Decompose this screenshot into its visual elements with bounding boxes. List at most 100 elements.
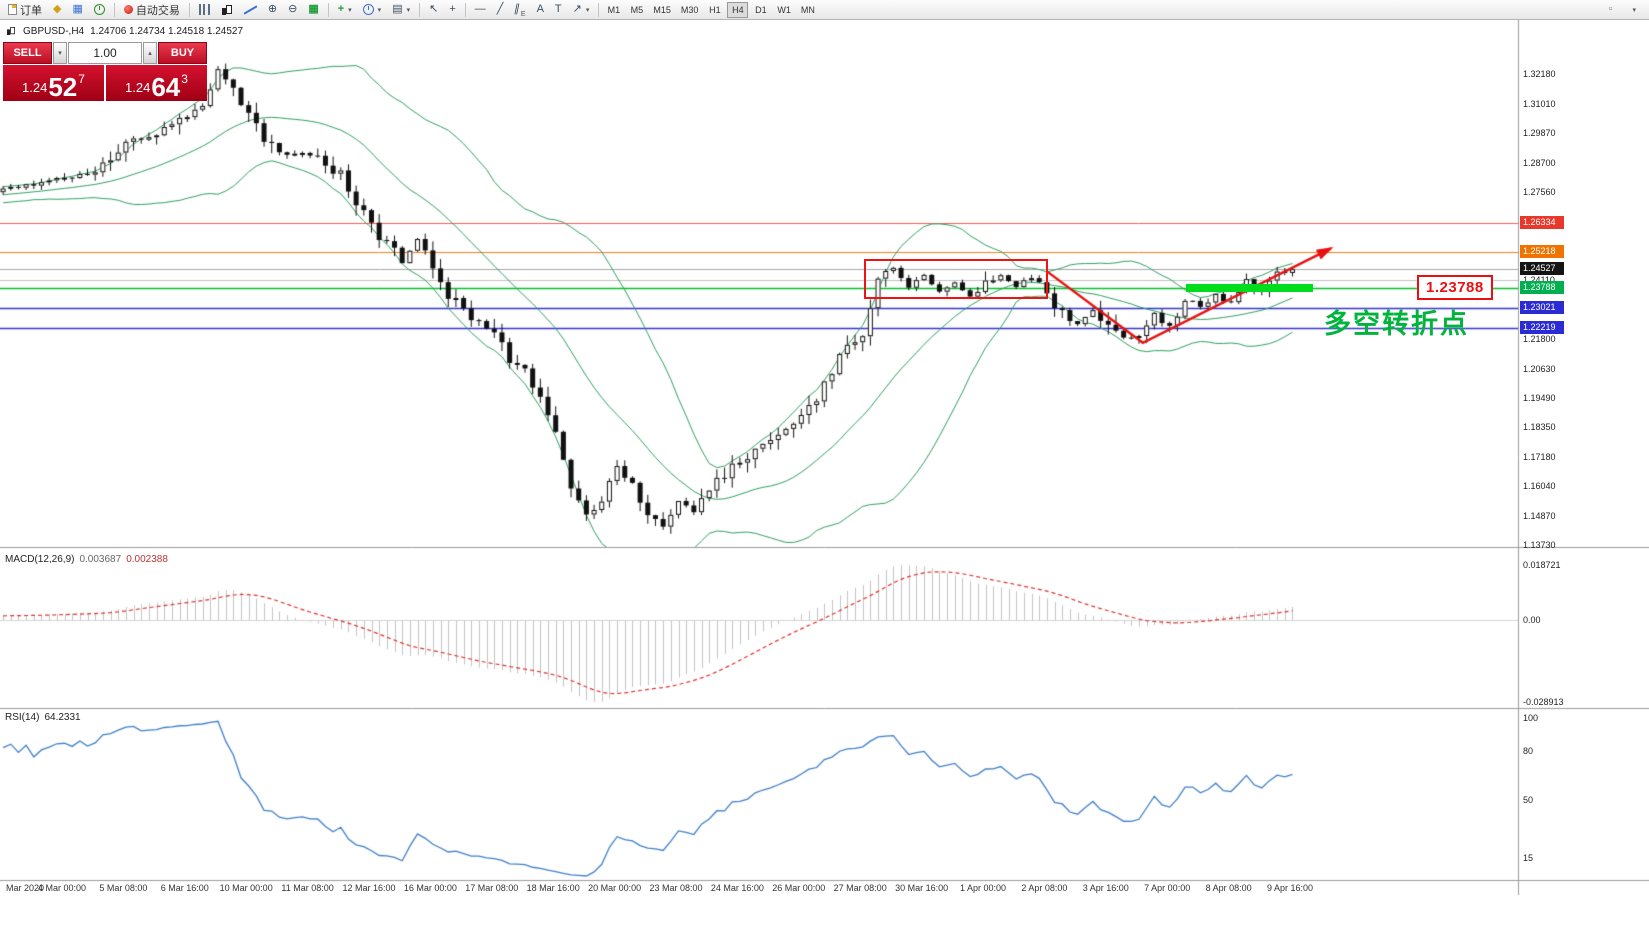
candlestick-chart-button[interactable] xyxy=(216,1,238,19)
chevron-down-icon: ▾ xyxy=(406,6,411,14)
template-dropdown[interactable]: ▤ ▾ xyxy=(387,1,415,19)
timeframe-h1[interactable]: H1 xyxy=(704,2,725,18)
timeframe-w1[interactable]: W1 xyxy=(773,2,795,18)
cursor-button[interactable]: ↖ xyxy=(424,1,443,19)
price-tick: 1.32180 xyxy=(1523,69,1556,79)
price-badge: 1.25218 xyxy=(1520,244,1564,258)
chevron-down-icon: ▾ xyxy=(585,6,590,14)
text-label-icon: T xyxy=(554,3,562,15)
text-label-button[interactable]: T xyxy=(550,1,567,19)
horizontal-line-button[interactable]: — xyxy=(470,1,491,19)
tile-windows-icon: ▦ xyxy=(308,3,319,15)
candlestick-icon xyxy=(221,4,233,16)
time-label: 24 Mar 16:00 xyxy=(710,883,764,893)
period-dropdown[interactable]: ▾ xyxy=(358,1,387,19)
macd-tick: 0.018721 xyxy=(1523,560,1561,570)
channel-button[interactable]: ∥ E xyxy=(509,1,530,19)
caret-up-icon: ▴ xyxy=(148,50,152,57)
time-label: 20 Mar 00:00 xyxy=(588,883,642,893)
buy-button[interactable]: BUY xyxy=(158,42,207,64)
sell-button[interactable]: SELL xyxy=(3,42,52,64)
new-order-button[interactable]: 订单 xyxy=(3,1,47,19)
time-label: 12 Mar 16:00 xyxy=(342,883,396,893)
chart-canvas[interactable] xyxy=(0,20,1649,895)
text-button[interactable]: A xyxy=(532,1,549,19)
dock-icon: ▫ xyxy=(1608,3,1613,15)
rsi-label: RSI(14) 64.2331 xyxy=(5,712,81,723)
data-window-button[interactable]: ▦ xyxy=(67,1,87,19)
timeframe-mn[interactable]: MN xyxy=(797,2,819,18)
zoom-out-button[interactable]: ⊖ xyxy=(283,1,302,19)
data-window-icon: ▦ xyxy=(72,3,83,15)
chart-title: GBPUSD-,H4 1.24706 1.24734 1.24518 1.245… xyxy=(5,25,243,37)
time-label: 30 Mar 16:00 xyxy=(895,883,949,893)
ask-price-display[interactable]: 1.24 64 3 xyxy=(106,65,207,101)
turning-point-text[interactable]: 多空转折点 xyxy=(1324,308,1469,339)
rsi-tick: 100 xyxy=(1523,713,1539,723)
ask-big-digits: 64 xyxy=(151,71,181,102)
price-tick: 1.31010 xyxy=(1523,98,1556,109)
toolbar-right-icons: ▫ ▾ xyxy=(1604,1,1646,19)
macd-value-main: 0.003687 xyxy=(79,554,122,565)
timeframe-m5[interactable]: M5 xyxy=(626,2,647,18)
volume-increase-button[interactable]: ▴ xyxy=(143,42,157,64)
time-label: 9 Apr 16:00 xyxy=(1266,883,1314,893)
chevron-down-icon: ▾ xyxy=(1632,6,1636,14)
time-label: 1 Apr 00:00 xyxy=(959,883,1007,893)
zoom-in-button[interactable]: ⊕ xyxy=(263,1,282,19)
price-tick: 1.13730 xyxy=(1523,540,1556,551)
new-chart-dropdown[interactable]: + ▾ xyxy=(333,1,357,19)
text-icon: A xyxy=(536,3,544,15)
horizontal-line-icon: — xyxy=(474,3,486,15)
channel-icon: ∥ xyxy=(513,3,522,15)
rsi-name: RSI(14) xyxy=(5,712,40,723)
toolbar-separator xyxy=(419,2,421,17)
time-label: 17 Mar 08:00 xyxy=(465,883,519,893)
support-zone-annotation[interactable] xyxy=(1186,284,1313,293)
bid-price-display[interactable]: 1.24 52 7 xyxy=(3,65,104,101)
terminal-button[interactable] xyxy=(89,1,110,19)
time-label: 8 Apr 08:00 xyxy=(1205,883,1252,893)
volume-input[interactable] xyxy=(68,42,142,64)
timeframe-d1[interactable]: D1 xyxy=(750,2,771,18)
period-icon xyxy=(362,4,374,15)
tile-windows-button[interactable]: ▦ xyxy=(303,1,323,19)
arrows-dropdown[interactable]: ↗ ▾ xyxy=(568,1,595,19)
trendline-button[interactable]: ╱ xyxy=(492,1,509,19)
price-tick: 1.19490 xyxy=(1523,392,1556,403)
caret-down-icon: ▾ xyxy=(58,50,62,57)
timeframe-m15[interactable]: M15 xyxy=(649,2,675,18)
timeframe-m1[interactable]: M1 xyxy=(603,2,624,18)
price-tick: 1.16040 xyxy=(1523,481,1556,492)
market-watch-button[interactable]: ◆ xyxy=(48,1,66,19)
bar-chart-button[interactable] xyxy=(194,1,215,19)
macd-name: MACD(12,26,9) xyxy=(5,554,75,565)
new-order-icon xyxy=(8,4,17,15)
price-level-tag[interactable]: 1.23788 xyxy=(1417,275,1493,301)
time-label: 2 Apr 08:00 xyxy=(1021,883,1068,893)
macd-tick: -0.028913 xyxy=(1523,697,1564,707)
template-icon: ▤ xyxy=(392,3,403,15)
chart-ohlc-values: 1.24706 1.24734 1.24518 1.24527 xyxy=(90,25,244,37)
toolbar-overflow-button[interactable]: ▾ xyxy=(1626,1,1641,19)
macd-label: MACD(12,26,9) 0.003687 0.002388 xyxy=(5,554,168,565)
rsi-tick: 50 xyxy=(1523,795,1534,806)
consolidation-box-annotation[interactable] xyxy=(864,259,1049,299)
timeframe-m30[interactable]: M30 xyxy=(677,2,703,18)
dock-button[interactable]: ▫ xyxy=(1604,1,1618,19)
crosshair-button[interactable]: + xyxy=(444,1,460,19)
time-label: 7 Apr 00:00 xyxy=(1144,883,1191,893)
price-badge: 1.24527 xyxy=(1520,262,1564,276)
volume-decrease-button[interactable]: ▾ xyxy=(53,42,67,64)
rsi-tick: 80 xyxy=(1523,745,1534,756)
time-label: 5 Mar 08:00 xyxy=(99,883,148,893)
chart-symbol-icon xyxy=(6,26,16,36)
rsi-value: 64.2331 xyxy=(44,712,81,723)
time-label: 3 Apr 16:00 xyxy=(1082,883,1129,893)
timeframe-h4[interactable]: H4 xyxy=(727,1,749,18)
bid-pipette: 7 xyxy=(78,72,85,86)
line-chart-button[interactable] xyxy=(239,1,262,19)
ask-pipette: 3 xyxy=(181,72,188,86)
algo-trading-button[interactable]: 自动交易 xyxy=(119,1,185,19)
timeframe-group: M1 M5 M15 M30 H1 H4 D1 W1 MN xyxy=(603,1,819,18)
